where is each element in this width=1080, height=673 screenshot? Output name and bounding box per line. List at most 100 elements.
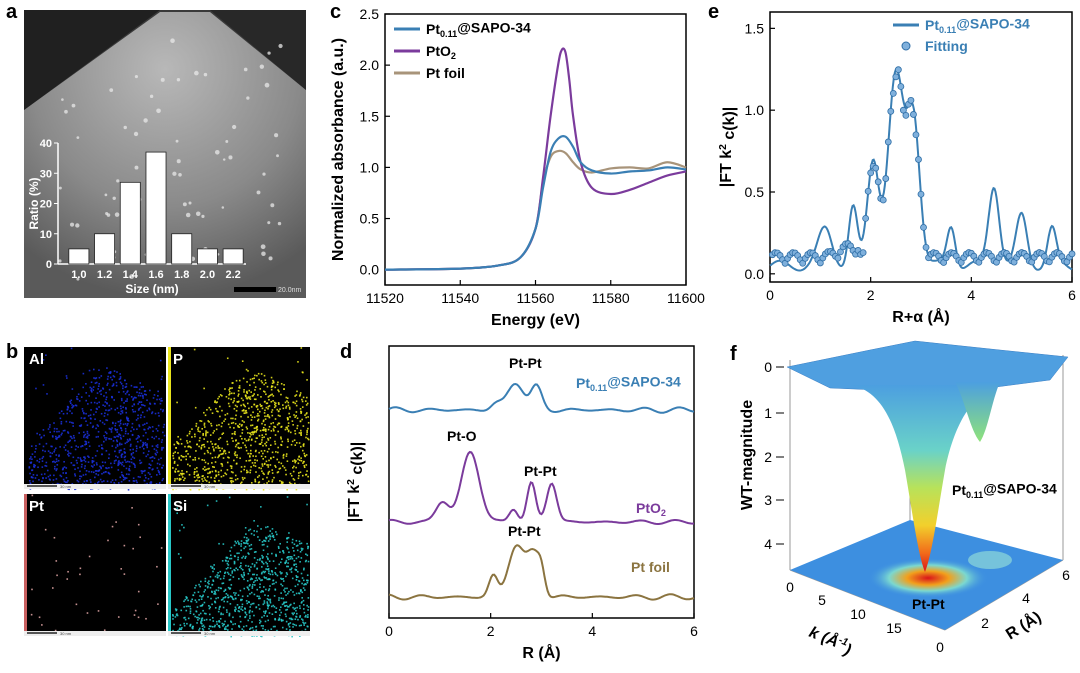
chart-e-fit-marker — [879, 196, 887, 204]
chart-c-y-label: Normalized absorbance (a.u.) — [330, 38, 347, 261]
chart-e-fit-marker — [917, 190, 925, 198]
chart-d-x-label: R (Å) — [522, 643, 560, 662]
chart-d-series-line — [388, 450, 695, 525]
chart-e-legend-label: Pt0.11@SAPO-34 — [925, 15, 1030, 35]
hist-bar — [68, 248, 90, 265]
wt-z-tick: 0 — [764, 359, 772, 375]
eds-element-label: Al — [29, 351, 44, 368]
chart-e-fit-marker — [882, 175, 890, 182]
hist-bar — [94, 233, 115, 265]
chart-e-fit-marker — [910, 111, 917, 118]
eds-maps: Al 30 nm P 30 nm Pt 30 nm Si 30 nm — [24, 347, 310, 638]
chart-e-fit-marker — [834, 254, 842, 262]
wt-sample-label: Pt0.11@SAPO-34 — [952, 480, 1057, 500]
chart-c-y-tick: 2.0 — [360, 57, 380, 73]
eds-map-si: Si 30 nm — [168, 494, 310, 638]
wt-k-tick: 5 — [818, 592, 826, 608]
eds-element-label: Si — [173, 498, 187, 515]
hist-y-label: Ratio (%) — [27, 178, 41, 230]
chart-e-x-tick: 0 — [766, 287, 774, 303]
chart-e-fit-marker — [920, 224, 927, 231]
chart-c-x-tick: 11520 — [366, 290, 404, 306]
wt-z-label: WT-magnitude — [739, 400, 756, 510]
chart-d-annotation: Pt-O — [447, 428, 477, 444]
chart-c-y-tick: 0.5 — [360, 211, 380, 227]
panel-b: b Al 30 nm P 30 nm Pt 30 nm Si 30 nm — [6, 341, 310, 638]
wt-k-label: k (Å-1) — [805, 622, 855, 659]
chart-d-annotation: Pt-Pt — [508, 523, 541, 539]
hist-x-tick-label: 1.4 — [123, 269, 139, 281]
chart-c-x-tick: 11540 — [441, 290, 479, 306]
eds-scale-bar-label: 30 nm — [60, 484, 72, 489]
hist-bar — [119, 181, 141, 265]
hist-x-tick-label: 1.8 — [174, 269, 189, 281]
chart-e-y-tick: 0.5 — [745, 184, 765, 200]
hist-x-tick-label: 2.0 — [200, 269, 215, 281]
chart-e-fit-marker — [864, 187, 872, 195]
hist-y-tick-label: 40 — [40, 138, 52, 150]
wt-k-tick: 10 — [850, 606, 866, 622]
chart-e-fit-marker — [884, 138, 892, 146]
chart-d-series-line — [388, 382, 695, 414]
chart-d-frame — [388, 345, 695, 619]
chart-e-fit-marker — [922, 243, 930, 251]
chart-c-legend-label: PtO2 — [426, 43, 456, 61]
chart-c-x-tick: 11580 — [592, 290, 630, 306]
wt-z-tick: 1 — [764, 405, 772, 421]
wt-k-tick: 0 — [786, 579, 794, 595]
chart-c-x-tick: 11560 — [517, 290, 555, 306]
hist-y-tick-label: 0 — [46, 259, 52, 271]
wt-secondary-well — [955, 382, 1000, 442]
chart-d-x-tick: 2 — [487, 623, 495, 639]
hist-bar — [145, 151, 167, 265]
panel-label-b: b — [6, 341, 18, 363]
chart-e-x-label: R+α (Å) — [892, 307, 949, 326]
panel-e: e 0 2 4 6 0.0 0.5 1.0 1.5 R+α (Å) |FT k2 c(k)| Pt0… — [708, 1, 1076, 326]
panel-a: a 0 10 20 30 40 1.0 1.2 1.4 1.6 1.8 2.0 2.2 Ratio (%… — [6, 1, 306, 298]
eds-map-pt: Pt 30 nm — [24, 494, 166, 636]
wt-main-well — [850, 385, 1000, 572]
chart-d-series-label: Pt0.11@SAPO-34 — [576, 373, 681, 393]
stem-nanoparticles — [58, 38, 283, 281]
wt-r-label: R (Å) — [1002, 607, 1044, 643]
eds-element-label: P — [173, 351, 183, 368]
chart-e-y-tick: 1.5 — [745, 20, 765, 36]
chart-e-fit-marker — [915, 156, 922, 163]
chart-e-fit-marker — [859, 249, 867, 257]
chart-e-frame — [769, 11, 1073, 283]
panel-label-d: d — [340, 341, 352, 363]
chart-e-fit-marker — [912, 131, 920, 139]
chart-e-fit-marker — [1068, 250, 1076, 258]
chart-e-fit-marker — [862, 214, 870, 222]
chart-c-legend-label: Pt foil — [426, 65, 465, 81]
chart-e-fit-marker — [897, 83, 905, 90]
hist-x-tick-label: 1.2 — [97, 269, 112, 281]
wt-floor-peak — [868, 558, 988, 598]
chart-c-series-line — [384, 47, 687, 271]
panel-f: f 0 1 2 3 4 WT-magnitude 0 5 10 15 k (Å-1) 0 2 4 6 R (Å… — [730, 340, 1070, 659]
wt-r-tick: 4 — [1022, 590, 1030, 606]
chart-e-fit-marker — [872, 164, 880, 172]
hist-bar — [222, 248, 244, 265]
chart-e-fit-marker — [894, 66, 902, 74]
wt-k-tick: 15 — [886, 620, 902, 636]
wt-z-tick: 4 — [764, 536, 772, 552]
chart-e-y-label: |FT k2 c(k)| — [718, 107, 738, 188]
chart-e-y-tick: 0.0 — [745, 266, 765, 282]
chart-e-data-line — [769, 67, 1073, 272]
chart-e-legend-marker — [901, 41, 911, 51]
chart-c-y-tick: 0.0 — [360, 262, 380, 278]
size-histogram: 0 10 20 30 40 1.0 1.2 1.4 1.6 1.8 2.0 2.2 Ratio (%) S… — [27, 138, 246, 296]
wt-z-tick: 2 — [764, 449, 772, 465]
panel-c: c 11520 11540 11560 11580 11600 0.0 0.5 1.0 1.5 2… — [330, 1, 705, 329]
chart-e-x-tick: 4 — [967, 287, 975, 303]
eds-scale-bar-label: 30 nm — [204, 484, 216, 489]
chart-d-series-line — [388, 544, 695, 601]
panel-label-f: f — [730, 343, 737, 365]
eds-map-al: Al 30 nm — [24, 347, 166, 491]
chart-c-y-tick: 1.5 — [360, 108, 380, 124]
hist-bar — [196, 248, 218, 265]
eds-scale-bar-label: 30 nm — [60, 631, 72, 636]
chart-e-legend-label: Fitting — [925, 38, 968, 54]
chart-d-series-label: Pt foil — [631, 559, 670, 575]
